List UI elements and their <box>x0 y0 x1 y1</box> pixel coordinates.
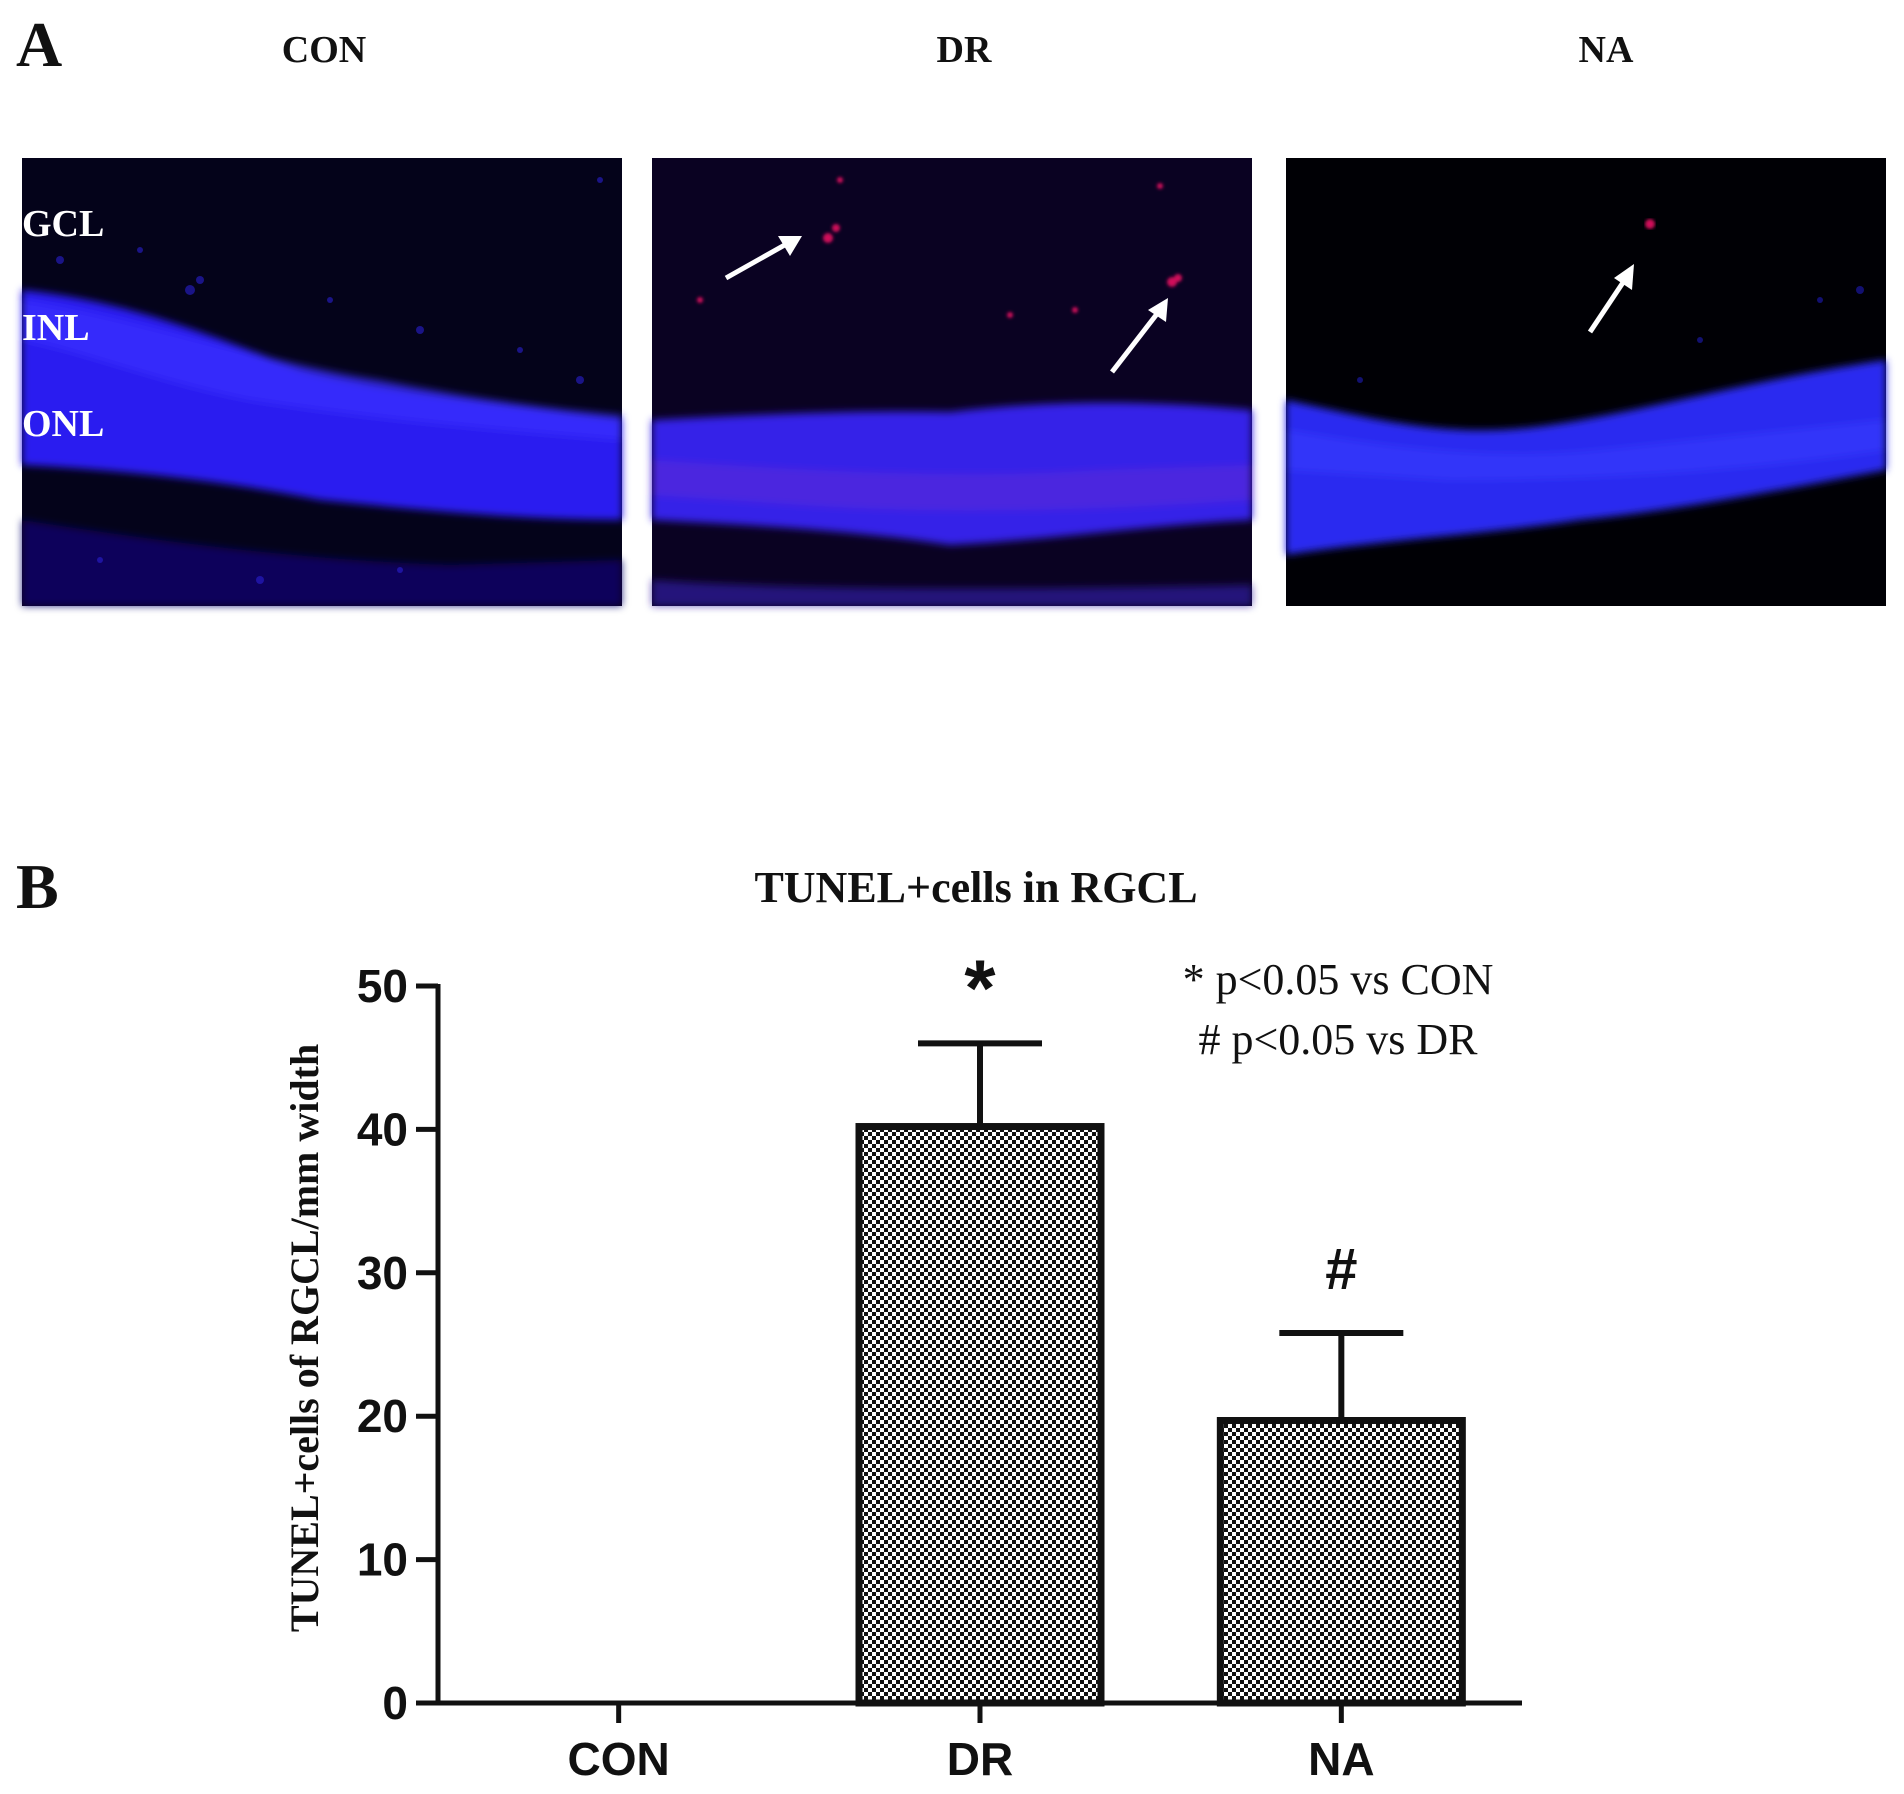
micrograph-na <box>1286 158 1886 606</box>
y-tick-label: 40 <box>357 1103 408 1155</box>
significance-marker: # <box>1325 1237 1357 1302</box>
arrow-icon <box>1587 264 1634 334</box>
bar-chart: 0 10 20 30 40 50 CON * DR # NA <box>357 943 1522 1785</box>
y-tick-label: 10 <box>357 1534 408 1586</box>
y-tick-label: 30 <box>357 1247 408 1299</box>
micrograph-dr <box>652 158 1252 606</box>
column-label-con: CON <box>282 29 366 71</box>
annotation-line-1: * p<0.05 vs CON <box>1183 955 1494 1004</box>
x-tick-label: DR <box>947 1733 1013 1785</box>
bar <box>1216 1417 1466 1707</box>
bar <box>855 1123 1105 1707</box>
y-tick-label: 50 <box>357 960 408 1012</box>
y-axis-label: TUNEL+cells of RGCL/mm width <box>282 1044 327 1632</box>
y-tick-label: 0 <box>382 1677 408 1729</box>
layer-label-gcl: GCL <box>22 203 104 245</box>
layer-label-onl: ONL <box>22 403 104 445</box>
chart-title: TUNEL+cells in RGCL <box>754 863 1197 912</box>
micrograph-con: GCL INL ONL <box>22 158 622 606</box>
panel-a-label: A <box>16 9 62 80</box>
layer-label-inl: INL <box>22 307 90 349</box>
panel-b-label: B <box>16 851 59 922</box>
arrow-icon <box>1110 298 1168 374</box>
y-tick-label: 20 <box>357 1390 408 1442</box>
x-tick-label: NA <box>1308 1733 1374 1785</box>
x-tick-label: CON <box>568 1733 670 1785</box>
significance-marker: * <box>964 943 996 1032</box>
annotation-line-2: # p<0.05 vs DR <box>1198 1015 1478 1064</box>
column-label-na: NA <box>1579 29 1634 71</box>
column-label-dr: DR <box>937 29 992 71</box>
arrow-icon <box>724 236 802 281</box>
